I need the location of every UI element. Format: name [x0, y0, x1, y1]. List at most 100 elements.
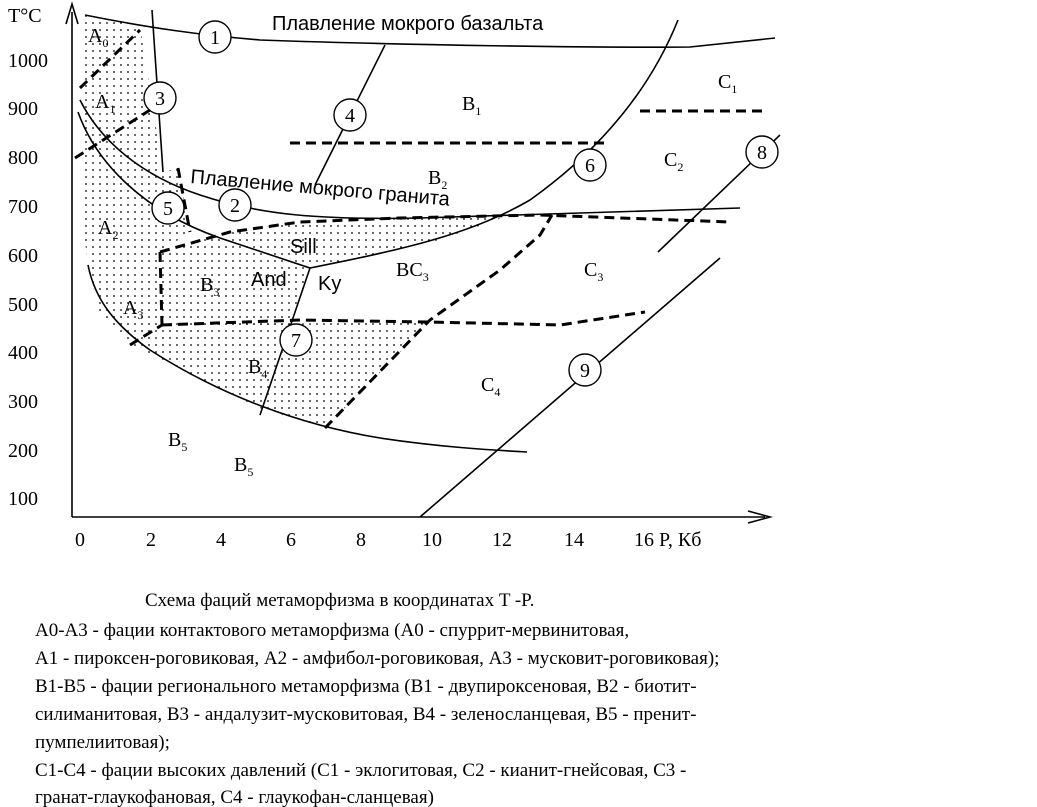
- region-subscript: 1: [731, 82, 737, 96]
- region-subscript: 5: [181, 440, 187, 454]
- region-letter: A: [123, 297, 138, 319]
- curve: [84, 14, 776, 48]
- curve: [87, 264, 528, 453]
- x-tick-label: 0: [75, 529, 85, 551]
- region-letter: B: [168, 429, 181, 451]
- mineral-label: And: [251, 269, 287, 291]
- region-label: C3: [584, 259, 603, 284]
- curve-number: 7: [291, 330, 301, 352]
- curve-number: 4: [345, 105, 355, 127]
- region-label: B3: [200, 274, 219, 299]
- region-letter: A: [95, 91, 110, 113]
- y-title: T°C: [8, 5, 42, 27]
- region-subscript: 4: [261, 367, 267, 381]
- curve-marker: [573, 148, 607, 182]
- y-tick-label: 900: [8, 98, 38, 120]
- region-label: A2: [98, 217, 118, 242]
- region-label: C4: [481, 374, 500, 399]
- region-label: A1: [95, 91, 115, 116]
- caption-line: C1-C4 - фации высоких давлений (C1 - экл…: [35, 760, 686, 781]
- curve-marker: [745, 135, 779, 169]
- region-letter: C: [481, 374, 494, 396]
- dashed-boundary: [74, 28, 765, 430]
- region-label: A0: [88, 25, 108, 50]
- region-letter: B: [248, 356, 261, 378]
- region-letter: B: [234, 454, 247, 476]
- y-tick-label: 1000: [8, 50, 48, 72]
- region-label: B5: [168, 429, 187, 454]
- x-axis: [72, 510, 774, 524]
- region-letter: B: [428, 167, 441, 189]
- x-tick-label: 12: [492, 529, 512, 551]
- curve-label: Плавление мокрого базальта: [272, 13, 544, 35]
- curve-marker: [279, 323, 313, 357]
- region-letter: C: [664, 149, 677, 171]
- curve-number: 2: [230, 195, 240, 217]
- dotted-area: [130, 322, 430, 428]
- curve: [77, 19, 679, 269]
- region-subscript: 3: [597, 270, 603, 284]
- curve-marker: [198, 20, 232, 54]
- region-subscript: 1: [475, 104, 481, 118]
- y-tick-label: 700: [8, 196, 38, 218]
- x-tick-label: 6: [286, 529, 296, 551]
- region-label: A3: [123, 297, 143, 322]
- x-tick-label: 10: [422, 529, 442, 551]
- curve-number: 6: [585, 155, 595, 177]
- region-subscript: 3: [213, 285, 219, 299]
- region-label: BC3: [396, 259, 429, 284]
- caption-line: пумпелиитовая);: [35, 732, 170, 753]
- region-label: C2: [664, 149, 683, 174]
- curve-marker: [333, 98, 367, 132]
- y-tick-label: 800: [8, 147, 38, 169]
- mineral-label: Sill: [290, 236, 317, 258]
- y-tick-label: 200: [8, 440, 38, 462]
- x-tick-label: 16 P, Кб: [634, 529, 701, 551]
- caption-line: силиманитовая, B3 - андалузит-мусковитов…: [35, 704, 696, 725]
- curve-number: 5: [163, 198, 173, 220]
- region-label: B5: [234, 454, 253, 479]
- curve: [419, 257, 721, 518]
- curve-marker: [143, 81, 177, 115]
- region-subscript: 2: [441, 178, 447, 192]
- curve-marker: [151, 191, 185, 225]
- region-subscript: 4: [494, 385, 500, 399]
- y-tick-label: 400: [8, 342, 38, 364]
- region-letter: C: [584, 259, 597, 281]
- region-label: B2: [428, 167, 447, 192]
- caption-title: Схема фаций метаморфизма в координатах T…: [145, 590, 534, 611]
- y-axis: [65, 1, 79, 517]
- caption-line: B1-B5 - фации регионального метаморфизма…: [35, 676, 697, 697]
- curve-number: 1: [210, 27, 220, 49]
- region-label: C1: [718, 71, 737, 96]
- x-tick-label: 8: [356, 529, 366, 551]
- region-letter: B: [462, 93, 475, 115]
- y-tick-label: 300: [8, 391, 38, 413]
- mineral-label: Ky: [318, 273, 341, 295]
- curve-marker: [218, 188, 252, 222]
- caption-line: гранат-глаукофановая, C4 - глаукофан-сла…: [35, 787, 434, 807]
- region-subscript: 2: [112, 228, 118, 242]
- caption-line: A0-A3 - фации контактового метаморфизма …: [35, 620, 629, 641]
- x-tick-label: 4: [216, 529, 226, 551]
- region-letter: BC: [396, 259, 423, 281]
- x-tick-label: 14: [564, 529, 584, 551]
- region-letter: C: [718, 71, 731, 93]
- region-subscript: 5: [247, 465, 253, 479]
- curve-number: 3: [155, 88, 165, 110]
- curve: [79, 99, 741, 220]
- x-tick-label: 2: [146, 529, 156, 551]
- caption-line: A1 - пироксен-роговиковая, A2 - амфибол-…: [35, 648, 719, 669]
- region-letter: A: [88, 25, 103, 47]
- region-letter: A: [98, 217, 113, 239]
- curve-number: 9: [580, 360, 590, 382]
- region-subscript: 3: [137, 308, 143, 322]
- region-subscript: 1: [109, 102, 115, 116]
- curve-marker: [568, 353, 602, 387]
- region-label: B4: [248, 356, 267, 381]
- curve-number: 8: [757, 142, 767, 164]
- region-subscript: 3: [423, 270, 429, 284]
- region-letter: B: [200, 274, 213, 296]
- region-subscript: 0: [102, 36, 108, 50]
